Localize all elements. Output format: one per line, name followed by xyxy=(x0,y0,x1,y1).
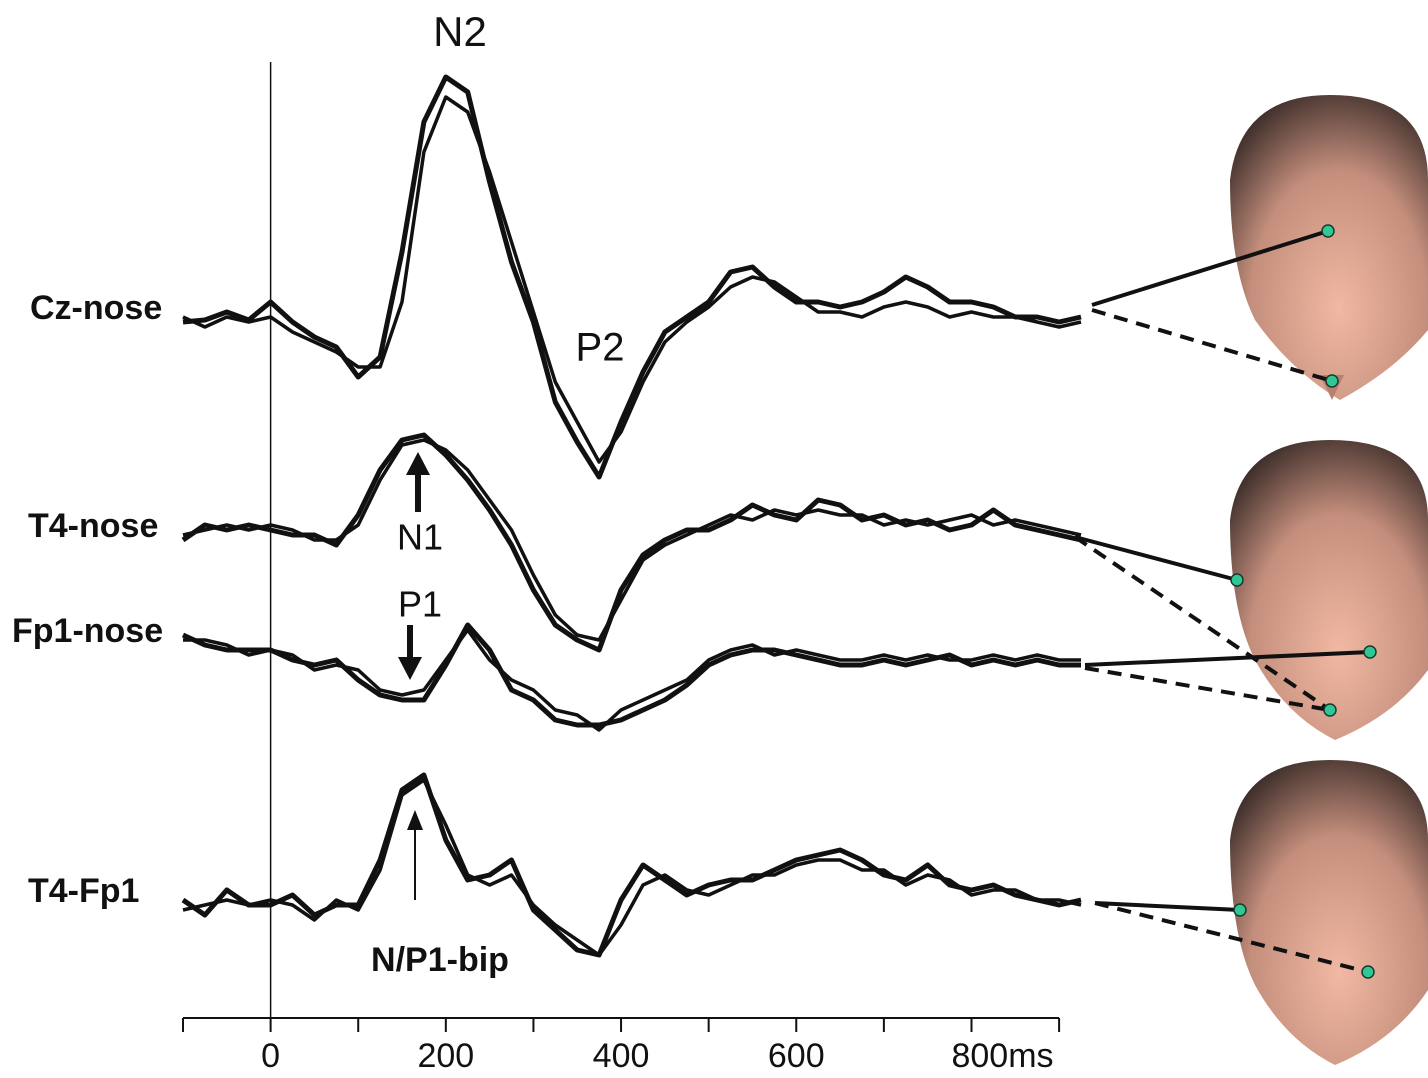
trace xyxy=(182,95,1082,464)
channel-label: T4-Fp1 xyxy=(28,872,139,910)
x-tick-label: 600 xyxy=(768,1037,825,1075)
x-tick-label: 0 xyxy=(261,1037,280,1075)
annotation: P1 xyxy=(398,584,442,625)
channel-label: T4-nose xyxy=(28,507,158,545)
head xyxy=(1230,95,1428,400)
trace xyxy=(181,432,1082,653)
trace xyxy=(181,772,1082,958)
trace xyxy=(181,622,1081,728)
x-tick-label: 400 xyxy=(593,1037,650,1075)
electrode-lines xyxy=(1073,229,1371,974)
x-tick-label: 200 xyxy=(417,1037,474,1075)
annotation: P2 xyxy=(576,326,625,370)
heads xyxy=(1073,95,1428,1065)
trace xyxy=(182,74,1082,480)
arrows xyxy=(398,452,430,900)
channel-label: Cz-nose xyxy=(30,289,162,327)
x-tick-label: 800ms xyxy=(951,1037,1053,1075)
annotation: N/P1-bip xyxy=(371,941,509,979)
trace xyxy=(183,628,1081,732)
annotation: N1 xyxy=(397,517,443,558)
head xyxy=(1230,440,1428,740)
trace xyxy=(182,778,1082,957)
annotation: N2 xyxy=(433,8,487,55)
electrodes xyxy=(1230,224,1377,979)
head xyxy=(1230,760,1428,1065)
trace xyxy=(182,438,1082,642)
channel-label: Fp1-nose xyxy=(12,612,163,650)
